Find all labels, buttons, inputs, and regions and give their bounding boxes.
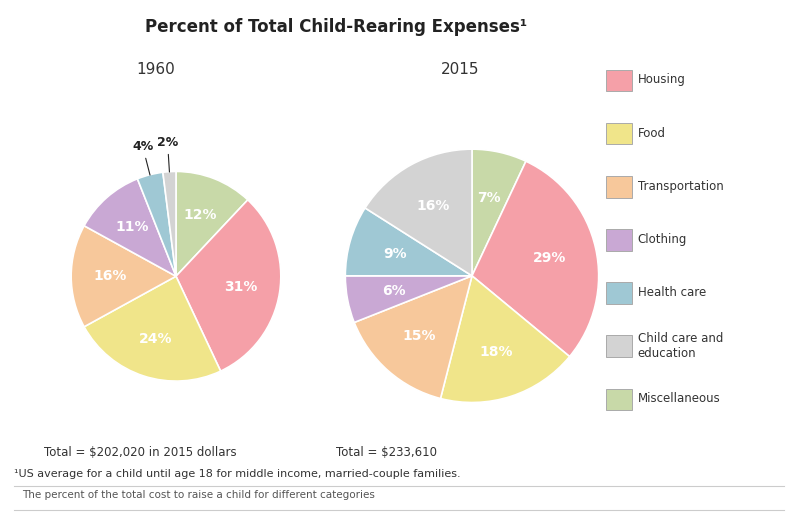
Wedge shape bbox=[472, 161, 598, 357]
Wedge shape bbox=[441, 276, 570, 402]
Text: Health care: Health care bbox=[638, 286, 706, 299]
Wedge shape bbox=[346, 276, 472, 322]
Text: Total = $202,020 in 2015 dollars: Total = $202,020 in 2015 dollars bbox=[44, 446, 237, 459]
Text: Housing: Housing bbox=[638, 73, 686, 87]
Text: ¹US average for a child until age 18 for middle income, married-couple families.: ¹US average for a child until age 18 for… bbox=[14, 469, 461, 478]
Text: 11%: 11% bbox=[115, 220, 149, 234]
Text: The percent of the total cost to raise a child for different categories: The percent of the total cost to raise a… bbox=[22, 490, 375, 500]
Text: 24%: 24% bbox=[139, 332, 172, 346]
Text: Food: Food bbox=[638, 126, 666, 140]
Wedge shape bbox=[365, 149, 472, 276]
Text: 18%: 18% bbox=[480, 345, 514, 359]
Wedge shape bbox=[472, 149, 526, 276]
Wedge shape bbox=[354, 276, 472, 398]
Text: 16%: 16% bbox=[417, 199, 450, 213]
Text: 9%: 9% bbox=[383, 247, 407, 261]
Wedge shape bbox=[138, 172, 176, 276]
Text: Transportation: Transportation bbox=[638, 180, 723, 193]
Text: 31%: 31% bbox=[225, 280, 258, 294]
Wedge shape bbox=[346, 208, 472, 276]
Wedge shape bbox=[84, 179, 176, 276]
Text: Child care and
education: Child care and education bbox=[638, 332, 723, 360]
Text: 2015: 2015 bbox=[441, 62, 479, 77]
Text: 2%: 2% bbox=[157, 136, 178, 172]
Text: 15%: 15% bbox=[402, 329, 436, 343]
Text: 7%: 7% bbox=[478, 191, 502, 205]
Text: 16%: 16% bbox=[94, 269, 126, 283]
Text: Clothing: Clothing bbox=[638, 233, 687, 246]
Wedge shape bbox=[84, 276, 221, 381]
Wedge shape bbox=[163, 171, 176, 276]
Text: Miscellaneous: Miscellaneous bbox=[638, 392, 720, 406]
Wedge shape bbox=[176, 171, 248, 276]
Text: 29%: 29% bbox=[533, 251, 566, 265]
Text: 12%: 12% bbox=[183, 208, 217, 222]
Text: 1960: 1960 bbox=[137, 62, 175, 77]
Wedge shape bbox=[71, 226, 176, 327]
Text: Total = $233,610: Total = $233,610 bbox=[336, 446, 437, 459]
Wedge shape bbox=[176, 200, 281, 371]
Text: 6%: 6% bbox=[382, 284, 406, 298]
Text: Percent of Total Child-Rearing Expenses¹: Percent of Total Child-Rearing Expenses¹ bbox=[145, 18, 527, 36]
Text: 4%: 4% bbox=[132, 140, 154, 175]
